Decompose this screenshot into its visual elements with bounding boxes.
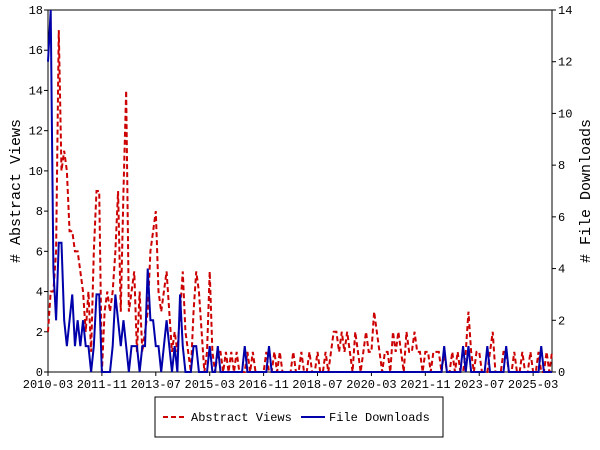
legend-label: Abstract Views bbox=[191, 411, 292, 425]
y-tick-label: 6 bbox=[36, 245, 43, 259]
y2-tick-label: 6 bbox=[558, 211, 565, 225]
x-tick-label: 2011-11 bbox=[77, 378, 127, 392]
x-tick-label: 2023-07 bbox=[454, 378, 504, 392]
y-tick-label: 4 bbox=[36, 286, 43, 300]
y-tick-label: 14 bbox=[29, 84, 43, 98]
y-tick-label: 12 bbox=[29, 125, 43, 139]
y2-tick-label: 8 bbox=[558, 159, 565, 173]
x-tick-label: 2018-07 bbox=[292, 378, 342, 392]
y2-tick-label: 2 bbox=[558, 314, 565, 328]
series-line bbox=[47, 30, 553, 373]
y-axis-label: # Abstract Views bbox=[8, 119, 25, 263]
y-tick-label: 18 bbox=[29, 4, 43, 18]
series-line bbox=[47, 9, 552, 373]
y2-tick-label: 10 bbox=[558, 107, 572, 121]
y-tick-label: 0 bbox=[36, 366, 43, 380]
y-tick-label: 16 bbox=[29, 44, 43, 58]
y2-tick-label: 14 bbox=[558, 4, 572, 18]
y-tick-label: 8 bbox=[36, 205, 43, 219]
y2-tick-label: 4 bbox=[558, 263, 565, 277]
y2-axis-label: # File Downloads bbox=[578, 119, 595, 263]
x-tick-label: 2021-11 bbox=[400, 378, 450, 392]
y-tick-label: 2 bbox=[36, 326, 43, 340]
x-tick-label: 2016-11 bbox=[238, 378, 288, 392]
legend-label: File Downloads bbox=[329, 411, 430, 425]
x-tick-label: 2010-03 bbox=[23, 378, 73, 392]
legend bbox=[154, 396, 444, 438]
x-tick-label: 2013-07 bbox=[131, 378, 181, 392]
y-tick-label: 10 bbox=[29, 165, 43, 179]
y2-tick-label: 0 bbox=[558, 366, 565, 380]
y2-tick-label: 12 bbox=[558, 56, 572, 70]
x-tick-label: 2025-03 bbox=[508, 378, 558, 392]
x-tick-label: 2015-03 bbox=[185, 378, 235, 392]
x-tick-label: 2020-03 bbox=[346, 378, 396, 392]
